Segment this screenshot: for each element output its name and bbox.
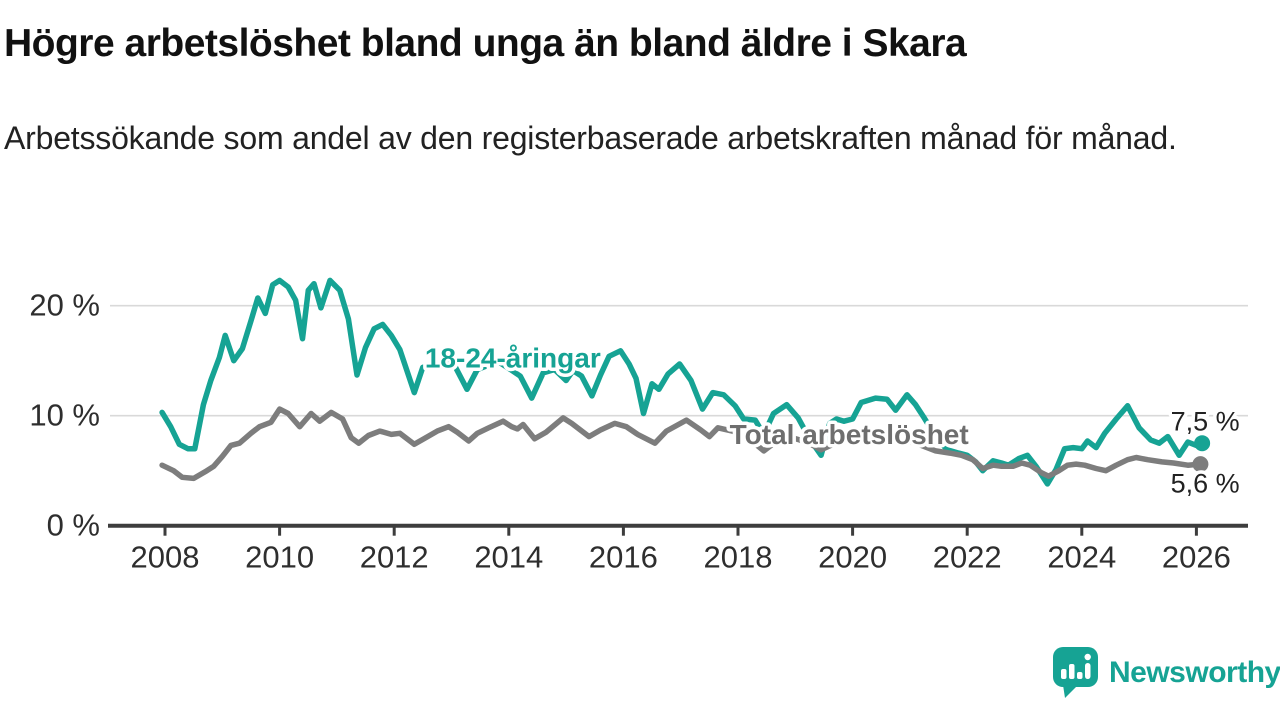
line-chart-svg: 0 % 10 % 20 % 2008 2010 2012 2014 2016 2018 2020 2… (29, 277, 1248, 575)
x-tick-label: 2022 (933, 540, 1002, 575)
y-tick-label: 0 % (47, 508, 100, 543)
x-tick-label: 2020 (818, 540, 887, 575)
series-label-0: 18-24-åringar (425, 342, 601, 373)
y-tick-label: 10 % (29, 398, 100, 433)
series-line-1 (159, 406, 1204, 482)
x-tick-label: 2014 (474, 540, 543, 575)
end-value-label-0: 7,5 % (1171, 407, 1240, 437)
x-tick-label: 2008 (131, 540, 200, 575)
x-tick-label: 2016 (589, 540, 658, 575)
series-end-dot-1 (1192, 456, 1209, 473)
page-title: Högre arbetslöshet bland unga än bland ä… (4, 22, 967, 65)
x-tick-label: 2012 (360, 540, 429, 575)
speech-bubble-bar-chart-icon (1053, 647, 1098, 698)
end-value-label-1: 5,6 % (1171, 468, 1240, 498)
x-tick-label: 2026 (1162, 540, 1231, 575)
newsworthy-logo: Newsworthy (1052, 646, 1280, 699)
y-tick-label: 20 % (29, 288, 100, 323)
x-tick-label: 2010 (245, 540, 314, 575)
logo-text: Newsworthy (1109, 655, 1280, 689)
x-tick-label: 2018 (704, 540, 773, 575)
series-line-0 (159, 277, 1205, 487)
chart-subtitle: Arbetssökande som andel av den registerb… (4, 120, 1177, 156)
series-end-dot-0 (1194, 435, 1211, 452)
x-tick-label: 2024 (1047, 540, 1116, 575)
series-label-1: Total arbetslöshet (730, 419, 969, 450)
